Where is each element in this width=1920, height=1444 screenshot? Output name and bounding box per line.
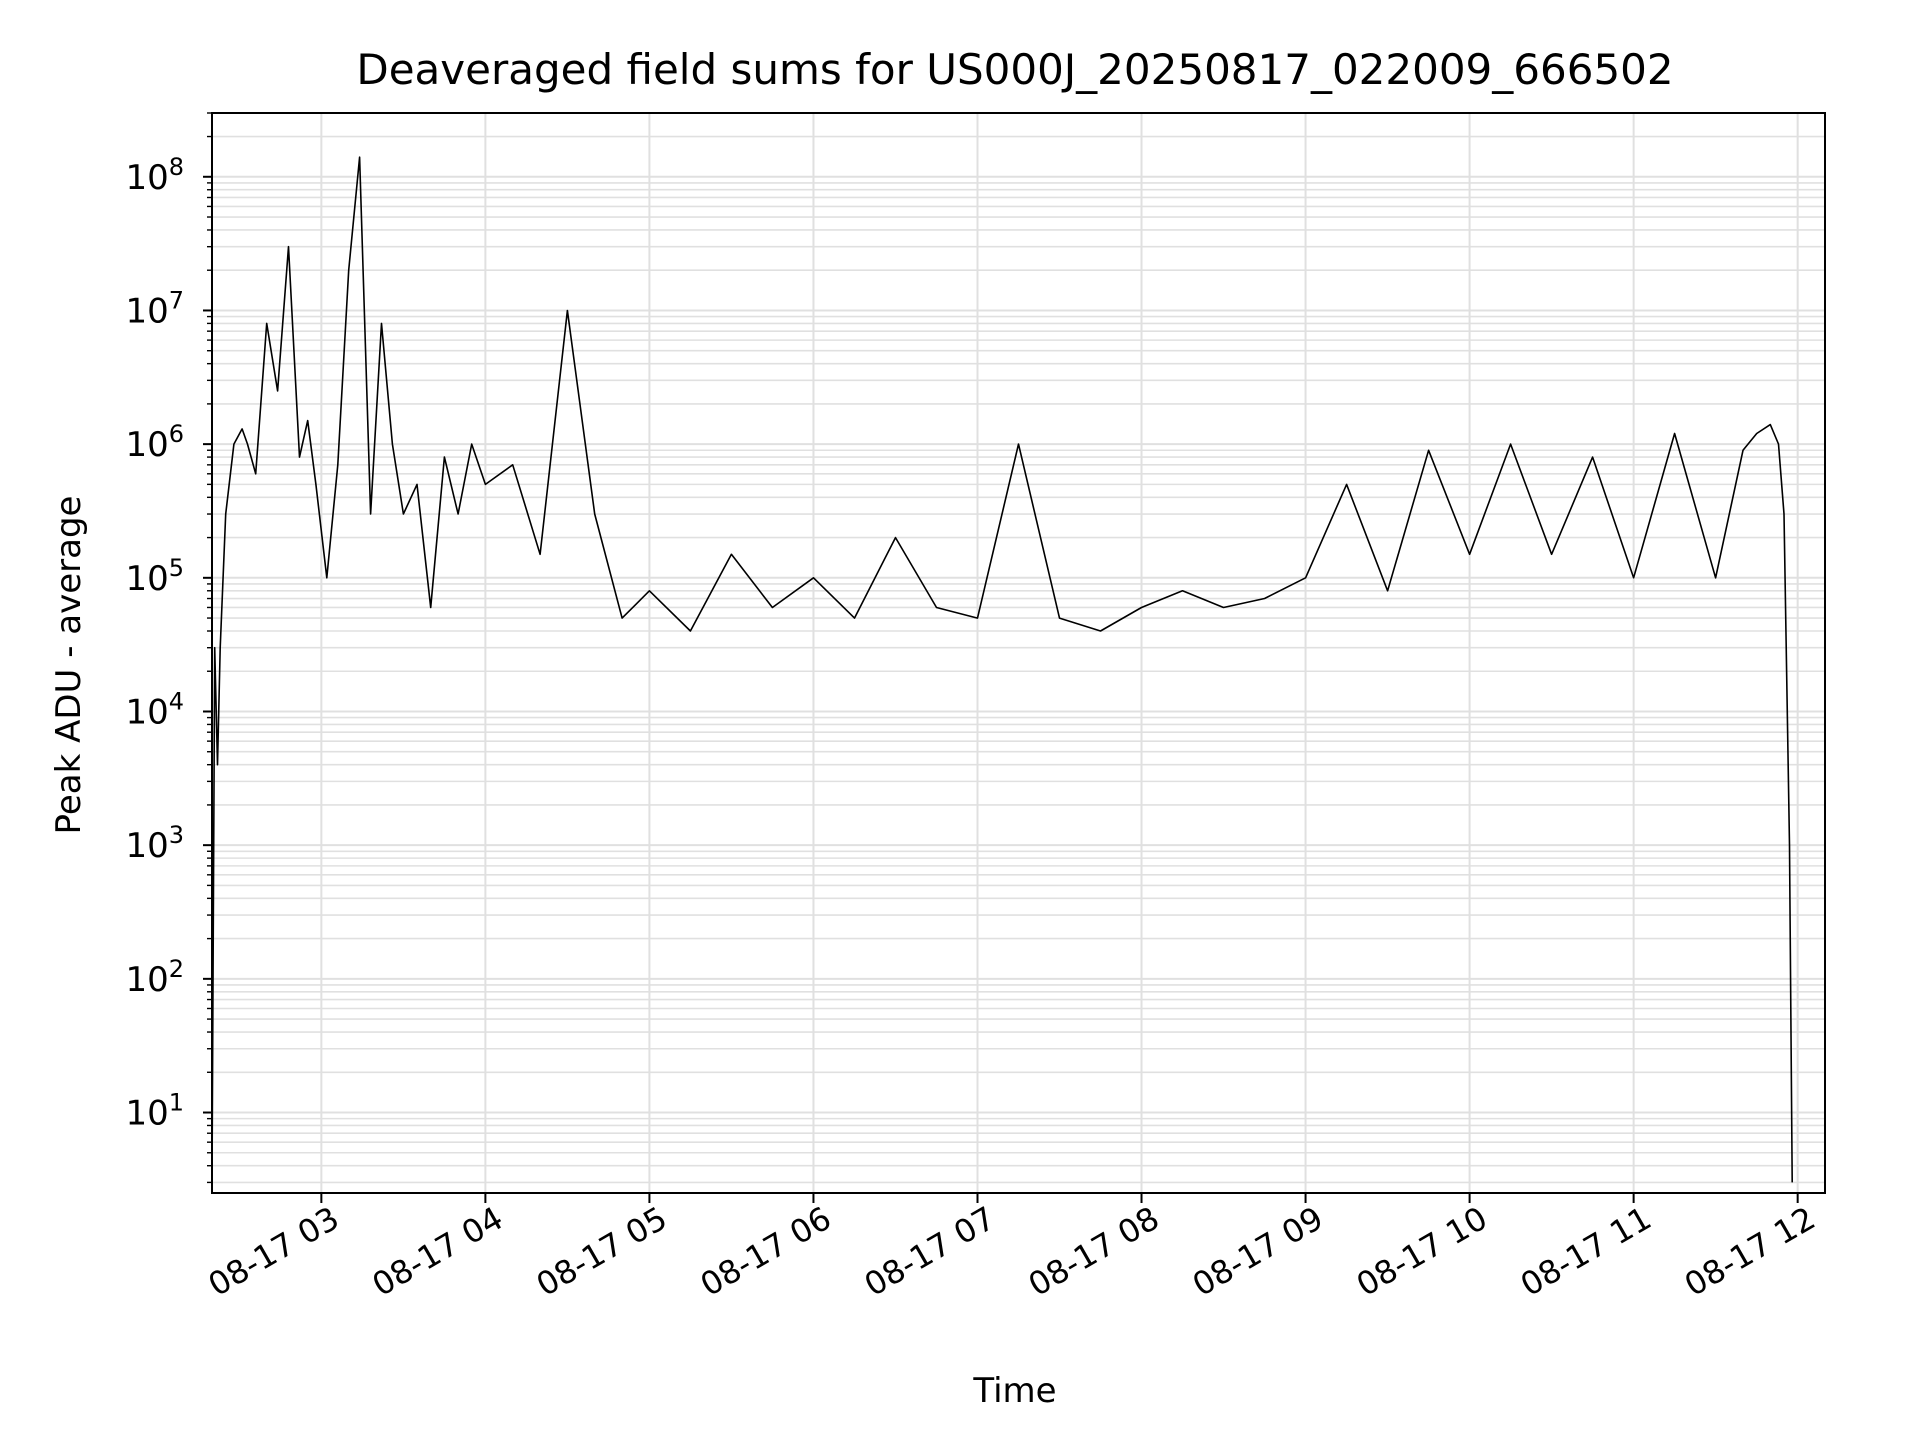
x-tick-label: 08-17 06 [694,1199,838,1304]
y-tick-label: 105 [125,554,184,599]
y-axis-label: Peak ADU - average [49,496,89,835]
x-tick-label: 08-17 12 [1678,1199,1822,1304]
x-tick-label: 08-17 05 [530,1199,674,1304]
chart-title: Deaveraged field sums for US000J_2025081… [356,45,1673,94]
x-tick-label: 08-17 11 [1514,1199,1658,1304]
data-series-line [211,156,1793,1183]
x-tick-label: 08-17 08 [1022,1199,1166,1304]
y-tick-label: 101 [125,1089,184,1134]
grid-lines [212,112,1825,1193]
x-tick-label: 08-17 10 [1350,1199,1494,1304]
y-tick-label: 108 [125,153,184,198]
y-tick-label: 102 [125,955,184,1000]
x-tick-label: 08-17 07 [858,1199,1002,1304]
y-tick-label: 107 [125,286,184,331]
x-tick-label: 08-17 09 [1186,1199,1330,1304]
y-tick-label: 106 [125,420,184,465]
x-tick-label: 08-17 03 [202,1199,346,1304]
x-axis-label: Time [972,1371,1056,1411]
y-tick-label: 104 [125,687,184,732]
data-line-layer [211,156,1793,1183]
x-tick-label: 08-17 04 [366,1199,510,1304]
y-axis-ticks: 101 102 103 104 105 106 107 108 [125,112,212,1184]
x-axis-ticks: 08-17 03 08-17 04 08-17 05 08-17 06 08-17 07… [202,1193,1822,1304]
y-tick-label: 103 [125,821,184,866]
plot-frame [211,112,1826,1194]
